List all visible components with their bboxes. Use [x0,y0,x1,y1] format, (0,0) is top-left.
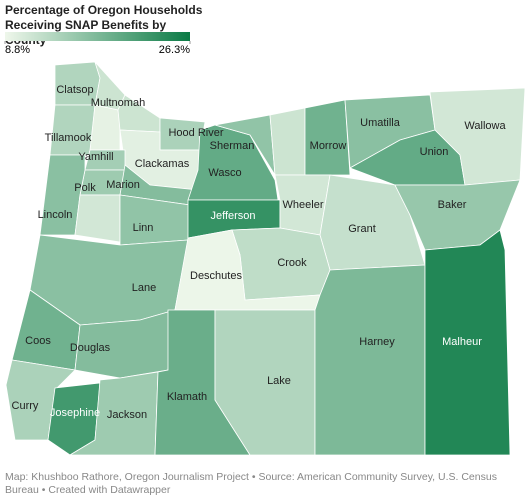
county-label: Polk [74,182,96,194]
county-label: Clatsop [56,84,93,96]
county [424,229,511,456]
county-label: Wallowa [464,120,506,132]
county-label: Wheeler [283,199,324,211]
county-label: Jackson [107,409,147,421]
legend-max-label: 26.3% [159,44,190,56]
county-label: Baker [438,199,467,211]
county-label: Wasco [208,167,241,179]
county-label: Crook [277,257,307,269]
source-note: Map: Khushboo Rathore, Oregon Journalism… [5,471,497,496]
legend-gradient [5,32,190,41]
county-label: Grant [348,223,376,235]
county [304,99,351,176]
county-label: Lincoln [38,209,73,221]
county [74,194,121,243]
county-label: Clackamas [135,158,190,170]
county-label: Linn [133,222,154,234]
map: 8.8% 26.3% Clatsop Tillamook Multnomah Hood… [4,32,526,456]
county-label: Douglas [70,342,111,354]
county [89,104,121,151]
county-label: Klamath [167,391,207,403]
county-label: Marion [106,179,140,191]
county-label: Deschutes [190,270,242,282]
county-label: Harney [359,336,395,348]
county-label: Yamhill [78,151,113,163]
county-label: Curry [12,400,39,412]
county-label: Coos [25,335,51,347]
county-label: Lane [132,282,156,294]
county-label: Hood River [168,127,223,139]
county [269,107,306,176]
county-label: Multnomah [91,97,145,109]
county-label: Lake [267,375,291,387]
map-title: Percentage of Oregon Households Receivin… [5,3,203,47]
legend-min-label: 8.8% [5,44,30,56]
county-label: Malheur [442,336,482,348]
county-label: Morrow [310,140,347,152]
county [314,264,426,456]
county-label: Jefferson [210,210,255,222]
county [214,309,316,456]
county-label: Union [420,146,449,158]
county-label: Sherman [210,140,255,152]
county-label: Josephine [50,407,100,419]
county-label: Tillamook [45,132,92,144]
county [49,104,96,156]
county-label: Umatilla [360,117,401,129]
